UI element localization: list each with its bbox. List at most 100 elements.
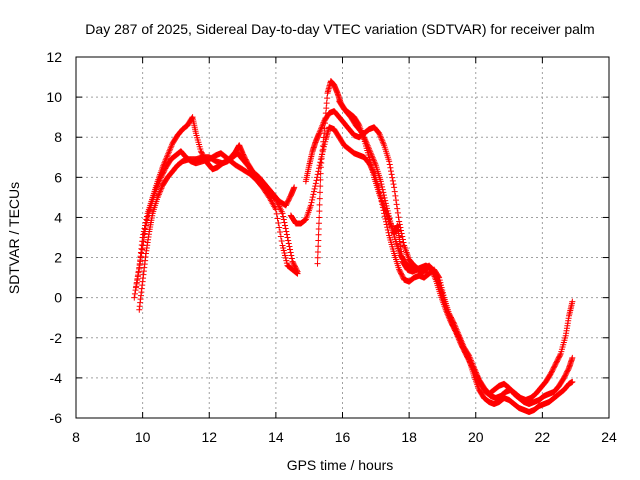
series-track-g (336, 98, 431, 275)
data-point-marker (324, 95, 331, 102)
data-point-marker (557, 352, 564, 359)
data-point-marker (355, 121, 362, 128)
data-point-marker (308, 199, 315, 206)
x-tick-label: 20 (468, 429, 484, 445)
data-point-marker (465, 355, 472, 362)
data-point-marker (293, 270, 300, 277)
grid-lines (76, 57, 609, 418)
data-point-marker (288, 255, 295, 262)
data-point-marker (555, 355, 562, 362)
y-axis-label: SDTVAR / TECUs (6, 182, 22, 294)
data-point-marker (563, 369, 570, 376)
x-axis-label: GPS time / hours (287, 457, 394, 473)
data-point-marker (369, 166, 376, 173)
data-point-marker (388, 171, 395, 178)
data-point-marker (285, 240, 292, 247)
data-point-marker (550, 364, 557, 371)
data-point-marker (309, 194, 316, 201)
data-point-marker (138, 250, 145, 257)
data-point-marker (552, 362, 559, 369)
data-point-marker (551, 363, 558, 370)
chart-title: Day 287 of 2025, Sidereal Day-to-day VTE… (85, 21, 594, 37)
data-point-marker (314, 260, 321, 267)
data-point-marker (272, 206, 279, 213)
data-point-marker (555, 354, 562, 361)
data-point-marker (282, 225, 289, 232)
data-point-marker (284, 198, 291, 205)
data-point-marker (393, 201, 400, 208)
data-point-marker (464, 354, 471, 361)
data-point-marker (398, 271, 405, 278)
data-point-marker (281, 250, 288, 257)
data-point-marker (285, 197, 292, 204)
data-point-marker (394, 205, 401, 212)
data-point-marker (396, 218, 403, 225)
data-point-marker (291, 184, 298, 191)
data-point-marker (316, 201, 323, 208)
data-point-marker (198, 149, 205, 156)
data-point-marker (141, 225, 148, 232)
data-point-marker (135, 269, 142, 276)
data-point-marker (136, 262, 143, 269)
data-point-marker (279, 210, 286, 217)
x-tick-label: 22 (535, 429, 551, 445)
data-point-marker (366, 156, 373, 163)
data-point-marker (370, 171, 377, 178)
data-point-marker (556, 353, 563, 360)
data-point-marker (549, 367, 556, 374)
data-point-marker (317, 189, 324, 196)
data-point-marker (396, 267, 403, 274)
data-point-marker (378, 181, 385, 188)
y-tick-label: 12 (46, 49, 62, 65)
data-point-marker (158, 173, 165, 180)
data-point-marker (287, 249, 294, 256)
data-point-marker (310, 188, 317, 195)
data-point-marker (139, 246, 146, 253)
data-point-marker (243, 157, 250, 164)
data-point-marker (287, 246, 294, 253)
data-point-marker (383, 218, 390, 225)
data-point-marker (393, 197, 400, 204)
y-tick-label: -2 (50, 330, 63, 346)
y-tick-label: 0 (54, 290, 62, 306)
y-tick-label: -6 (50, 410, 63, 426)
data-point-marker (388, 168, 395, 175)
data-point-marker (400, 239, 407, 246)
data-point-marker (160, 169, 167, 176)
y-axis-ticks: -6 -4 -2 0 2 4 6 8 10 12 (46, 49, 609, 426)
data-point-marker (399, 272, 406, 279)
data-point-marker (452, 327, 459, 334)
data-point-marker (314, 249, 321, 256)
data-point-marker (317, 159, 324, 166)
y-tick-label: -4 (50, 370, 63, 386)
x-tick-label: 16 (335, 429, 351, 445)
data-point-marker (290, 261, 297, 268)
data-point-marker (548, 368, 555, 375)
data-point-marker (452, 328, 459, 335)
data-point-marker (561, 373, 568, 380)
data-point-marker (461, 348, 468, 355)
data-point-marker (564, 367, 571, 374)
data-point-marker (277, 228, 284, 235)
x-tick-label: 24 (601, 429, 617, 445)
data-point-marker (142, 222, 149, 229)
data-point-marker (315, 220, 322, 227)
data-point-marker (461, 346, 468, 353)
data-point-marker (369, 169, 376, 176)
data-point-marker (553, 358, 560, 365)
data-point-marker (366, 154, 373, 161)
y-tick-label: 8 (54, 129, 62, 145)
data-point-marker (140, 238, 147, 245)
data-point-marker (274, 215, 281, 222)
data-point-marker (279, 242, 286, 249)
data-point-marker (161, 168, 168, 175)
series-track-c (132, 148, 301, 291)
data-point-marker (142, 226, 149, 233)
data-point-marker (565, 366, 572, 373)
data-point-marker (454, 332, 461, 339)
data-point-marker (284, 234, 291, 241)
data-point-marker (141, 234, 148, 241)
x-axis-ticks: 8 10 12 14 16 18 20 22 24 (72, 57, 617, 445)
data-point-marker (283, 228, 290, 235)
data-point-marker (316, 195, 323, 202)
